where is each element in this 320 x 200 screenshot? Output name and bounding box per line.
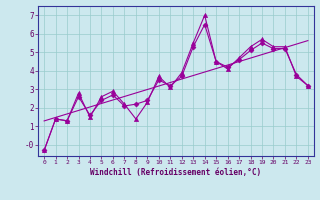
X-axis label: Windchill (Refroidissement éolien,°C): Windchill (Refroidissement éolien,°C) [91,168,261,177]
